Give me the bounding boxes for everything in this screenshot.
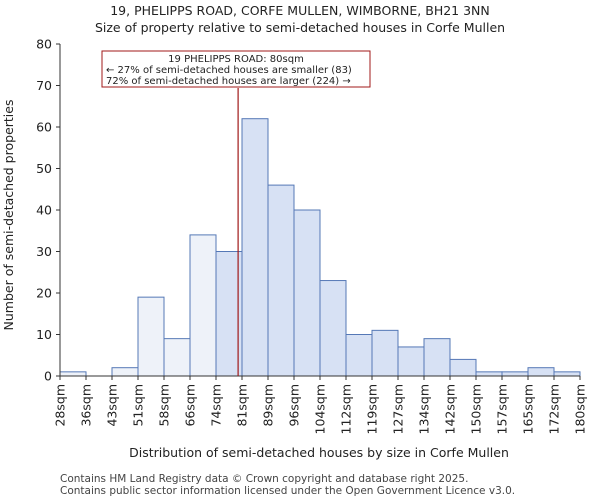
annotation-group: 19 PHELIPPS ROAD: 80sqm← 27% of semi-det… xyxy=(101,50,371,376)
x-tick-label-112sqm: 112sqm xyxy=(339,384,354,434)
footer-line-2: Contains public sector information licen… xyxy=(60,485,516,497)
x-tick-label-89sqm: 89sqm xyxy=(261,384,276,427)
bar-119sqm xyxy=(371,329,399,377)
bar-43sqm xyxy=(111,367,139,377)
x-tick-label-172sqm: 172sqm xyxy=(547,384,562,434)
y-tick-label-80: 80 xyxy=(36,37,52,52)
bar-89sqm xyxy=(267,184,295,377)
x-tick-label-150sqm: 150sqm xyxy=(469,384,484,434)
x-tick-label-36sqm: 36sqm xyxy=(79,384,94,427)
x-tick-label-142sqm: 142sqm xyxy=(443,384,458,434)
x-tick-label-66sqm: 66sqm xyxy=(183,384,198,427)
chart-title-line-2: Size of property relative to semi-detach… xyxy=(94,20,506,35)
bar-81sqm xyxy=(241,118,269,377)
bar-51sqm xyxy=(137,296,165,377)
x-tick-label-58sqm: 58sqm xyxy=(157,384,172,427)
bar-127sqm xyxy=(397,346,425,377)
annotation-line-1: 19 PHELIPPS ROAD: 80sqm xyxy=(168,54,304,65)
bar-150sqm xyxy=(475,371,503,377)
bar-172sqm xyxy=(553,371,581,377)
bar-165sqm xyxy=(527,367,555,377)
y-tick-label-40: 40 xyxy=(36,203,52,218)
bar-112sqm xyxy=(345,334,373,377)
bar-142sqm xyxy=(449,358,477,377)
x-tick-label-180sqm: 180sqm xyxy=(573,384,588,434)
annotation-box xyxy=(101,50,371,88)
x-tick-label-81sqm: 81sqm xyxy=(235,384,250,427)
y-axis-label: Number of semi-detached properties xyxy=(1,100,16,331)
bar-58sqm xyxy=(163,338,191,377)
annotation-line-2: ← 27% of semi-detached houses are smalle… xyxy=(106,65,352,76)
x-tick-label-96sqm: 96sqm xyxy=(287,384,302,427)
y-tick-label-70: 70 xyxy=(36,78,52,93)
axes-group: 0 10 20 30 40 50 60 70 80 28sqm 36sqm 43sqm 51sqm 58s… xyxy=(36,37,587,435)
bar-104sqm xyxy=(319,280,347,377)
x-tick-label-165sqm: 165sqm xyxy=(521,384,536,434)
bar-28sqm xyxy=(59,371,87,377)
bar-66sqm xyxy=(189,234,217,377)
x-tick-label-104sqm: 104sqm xyxy=(313,384,328,434)
bar-157sqm xyxy=(501,371,529,377)
y-tick-label-60: 60 xyxy=(36,120,52,135)
bar-96sqm xyxy=(293,209,321,377)
x-tick-label-119sqm: 119sqm xyxy=(365,384,380,434)
x-tick-label-157sqm: 157sqm xyxy=(495,384,510,434)
bar-134sqm xyxy=(423,338,451,377)
y-tick-label-10: 10 xyxy=(36,327,52,342)
x-axis-label: Distribution of semi-detached houses by … xyxy=(129,445,509,460)
x-tick-label-134sqm: 134sqm xyxy=(417,384,432,434)
y-tick-label-20: 20 xyxy=(36,286,52,301)
x-tick-label-127sqm: 127sqm xyxy=(391,384,406,434)
x-tick-label-43sqm: 43sqm xyxy=(105,384,120,427)
bars-group xyxy=(59,118,581,377)
footer-line-1: Contains HM Land Registry data © Crown c… xyxy=(60,473,469,485)
x-tick-label-74sqm: 74sqm xyxy=(209,384,224,427)
x-tick-label-51sqm: 51sqm xyxy=(131,384,146,427)
y-tick-label-0: 0 xyxy=(44,369,52,384)
y-tick-label-30: 30 xyxy=(36,244,52,259)
x-tick-label-28sqm: 28sqm xyxy=(53,384,68,427)
y-tick-label-50: 50 xyxy=(36,161,52,176)
annotation-line-3: 72% of semi-detached houses are larger (… xyxy=(106,76,351,87)
chart-title-line-1: 19, PHELIPPS ROAD, CORFE MULLEN, WIMBORN… xyxy=(110,3,490,18)
